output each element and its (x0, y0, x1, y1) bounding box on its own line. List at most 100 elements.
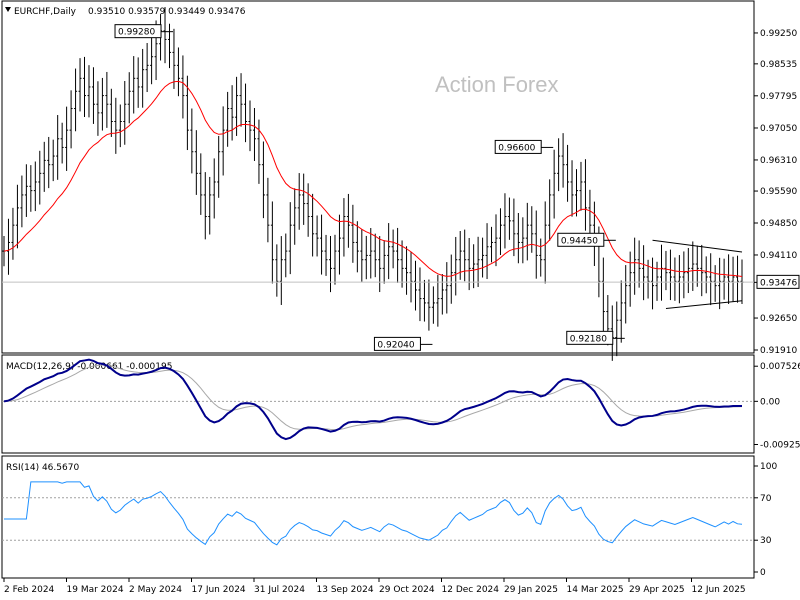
triangle-trendlines (652, 239, 743, 310)
price-bar (436, 274, 440, 327)
price-bar (575, 169, 579, 217)
price-bar (615, 301, 619, 357)
svg-text:0.94850: 0.94850 (760, 219, 797, 229)
svg-text:2 May 2024: 2 May 2024 (129, 585, 182, 595)
price-tick: 0.96310 (754, 156, 797, 166)
svg-text:0.91910: 0.91910 (760, 346, 797, 356)
price-bar (530, 206, 534, 253)
price-bar (440, 274, 444, 315)
price-bar (288, 202, 292, 275)
price-bar (324, 234, 328, 276)
price-bar (369, 228, 373, 279)
price-bar (566, 144, 570, 202)
price-bar (722, 258, 726, 300)
price-bar (109, 88, 113, 137)
price-bar (208, 176, 212, 235)
svg-text:19 Mar 2024: 19 Mar 2024 (67, 585, 124, 595)
symbol-triangle-icon (5, 7, 11, 12)
price-bar (718, 257, 722, 310)
rsi-title: RSI(14) 46.5670 (6, 463, 79, 473)
price-bar (418, 267, 422, 322)
price-bar (521, 217, 525, 264)
price-annotations: 0.99280 0.92040 0.96600 0.94450 0.92180 (114, 24, 625, 351)
price-bar (239, 73, 243, 127)
axes: 0.99250 0.98535 0.97795 0.97050 0.96310 0.955… (3, 29, 800, 595)
svg-text:0: 0 (760, 568, 766, 578)
price-bar (498, 208, 502, 255)
price-bar (15, 184, 19, 249)
svg-text:14 Mar 2025: 14 Mar 2025 (567, 585, 624, 595)
price-bar (172, 28, 176, 89)
price-bar (422, 279, 426, 322)
price-bar (396, 227, 400, 283)
price-bar (118, 104, 122, 148)
svg-text:0.007526: 0.007526 (760, 362, 800, 372)
price-bar (226, 91, 230, 147)
price-bar (279, 236, 283, 305)
price-bar (163, 7, 167, 64)
price-tick: 0.95590 (754, 187, 797, 197)
price-bar (293, 188, 297, 245)
price-bar (248, 100, 252, 152)
price-tick: 0.92650 (754, 314, 797, 324)
price-bar (409, 251, 413, 303)
price-bar (203, 172, 207, 240)
svg-text:0.93476: 0.93476 (760, 278, 797, 288)
svg-text:0.97795: 0.97795 (760, 92, 797, 102)
svg-text:0.99250: 0.99250 (760, 29, 797, 39)
price-bar (221, 106, 225, 176)
svg-text:2 Feb 2024: 2 Feb 2024 (4, 585, 55, 595)
price-bar (713, 265, 717, 302)
price-bar (494, 214, 498, 267)
macd-signal-line (3, 364, 743, 431)
price-bar (42, 141, 46, 192)
rsi-tick: 30 (754, 536, 772, 546)
price-bar (431, 286, 435, 324)
price-bar (6, 218, 10, 275)
price-bar (38, 150, 42, 205)
price-bar (275, 244, 279, 297)
svg-text:0.92040: 0.92040 (377, 340, 414, 350)
price-bar (651, 257, 655, 310)
price-bar (351, 204, 355, 263)
price-bar (132, 56, 136, 114)
price-bar (51, 139, 55, 182)
price-bar (20, 175, 24, 228)
svg-text:12 Dec 2024: 12 Dec 2024 (442, 585, 500, 595)
price-bar (472, 244, 476, 289)
price-bar (413, 260, 417, 311)
price-bar (29, 165, 33, 212)
price-bar (682, 251, 686, 299)
price-bar (11, 207, 15, 260)
price-bar (387, 223, 391, 280)
date-tick: 19 Mar 2024 (66, 578, 124, 595)
price-bar (65, 106, 69, 171)
ohlc-values: 0.93510 0.93579 0.93449 0.93476 (88, 7, 246, 17)
price-bar (329, 235, 333, 293)
price-bar (391, 229, 395, 269)
svg-text:0.94110: 0.94110 (760, 251, 797, 261)
macd-panel-frame (1, 354, 755, 454)
price-bar (628, 251, 632, 307)
date-tick: 29 Oct 2024 (378, 578, 435, 595)
price-bar (100, 77, 104, 131)
price-bar (727, 254, 731, 304)
watermark: Action Forex (435, 72, 559, 97)
price-bar (176, 47, 180, 97)
price-bar (105, 71, 109, 128)
price-bar (655, 261, 659, 301)
price-bar (244, 83, 248, 143)
price-bar (190, 108, 194, 174)
price-bar (405, 246, 409, 295)
svg-text:0.94450: 0.94450 (561, 236, 598, 246)
price-bar (150, 37, 154, 85)
price-bar (583, 159, 587, 231)
price-bar (691, 241, 695, 291)
date-tick: 29 Apr 2025 (628, 578, 685, 595)
price-bar (485, 223, 489, 280)
price-bar (503, 193, 507, 249)
svg-text:0.98535: 0.98535 (760, 60, 797, 70)
date-tick: 17 Jun 2024 (191, 578, 246, 595)
macd-tick: -0.009252 (754, 441, 800, 451)
